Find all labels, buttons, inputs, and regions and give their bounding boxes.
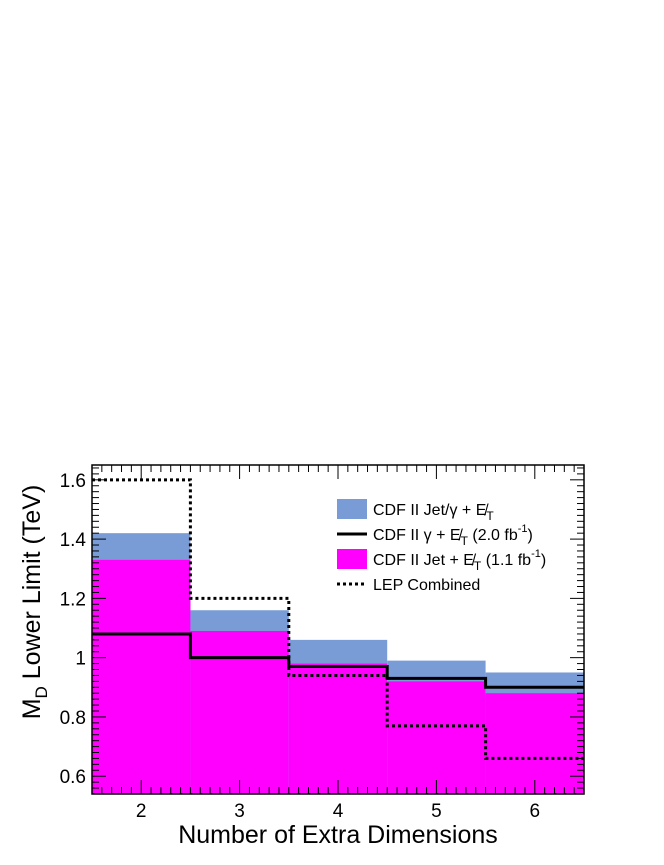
legend-text-part: CDF II Jet/γ +: [373, 502, 476, 519]
x-axis: 2 3 4 5 6: [91, 465, 585, 822]
legend-text-part: CDF II Jet +: [373, 552, 463, 569]
y-tick-label-1.2: 1.2: [60, 589, 86, 610]
legend-label-0: CDF II Jet/γ + E̸T: [373, 502, 494, 523]
x-tick-label-6: 6: [530, 801, 541, 822]
y-tick-label-0.6: 0.6: [60, 767, 86, 788]
x-tick-label-4: 4: [333, 801, 344, 822]
legend-met-symbol: E̸: [463, 552, 477, 569]
legend-met-subscript: T: [461, 534, 469, 548]
x-tick-label-3: 3: [234, 801, 245, 822]
y-tick-label-1.4: 1.4: [60, 530, 87, 551]
step-line-series-2: [92, 632, 584, 689]
bar-series-1-bin-4: [288, 663, 388, 794]
legend-text-tail: ): [541, 552, 546, 569]
y-tick-label-1: 1: [75, 649, 86, 670]
y-tick-label-1.6: 1.6: [60, 471, 86, 492]
legend-label-3: LEP Combined: [373, 577, 480, 594]
legend-met-symbol: E̸: [476, 502, 490, 519]
legend-text-part: CDF II γ +: [373, 527, 450, 544]
y-axis-label: MD Lower Limit (TeV): [18, 485, 51, 720]
bar-series-1-bin-3: [190, 630, 289, 794]
legend-text-part: LEP Combined: [373, 577, 480, 594]
x-tick-label-2: 2: [136, 801, 147, 822]
legend-label-2: CDF II Jet + E̸T (1.1 fb-1): [373, 548, 546, 573]
legend-swatch-2: [337, 549, 367, 569]
legend-label-1: CDF II γ + E̸T (2.0 fb-1): [373, 523, 533, 548]
legend-text-part: (1.1 fb: [481, 552, 531, 569]
x-axis-label: Number of Extra Dimensions: [178, 821, 498, 849]
legend-text-tail: ): [528, 527, 533, 544]
y-axis: 0.6 0.8 1 1.2 1.4 1.6: [60, 467, 584, 795]
y-tick-label-0.8: 0.8: [60, 708, 86, 729]
legend-met-subscript: T: [486, 509, 494, 523]
y-axis-label-sub: D: [32, 686, 51, 698]
legend-text-part: (2.0 fb: [468, 527, 518, 544]
legend-met-symbol: E̸: [450, 527, 464, 544]
legend-swatch-0: [337, 499, 367, 519]
plot-area: [91, 464, 585, 795]
bar-series-1-bin-6: [485, 693, 584, 794]
bar-series-1-bin-5: [387, 681, 486, 794]
y-axis-label-main: M: [18, 698, 46, 719]
legend-superscript: -1: [518, 523, 528, 535]
y-axis-label-rest: Lower Limit (TeV): [18, 485, 46, 686]
legend-met-subscript: T: [474, 559, 482, 573]
step-line-series-3: [92, 478, 584, 760]
bar-series-1-bin-2: [92, 559, 191, 794]
x-tick-label-5: 5: [431, 801, 442, 822]
legend-superscript: -1: [531, 548, 541, 560]
